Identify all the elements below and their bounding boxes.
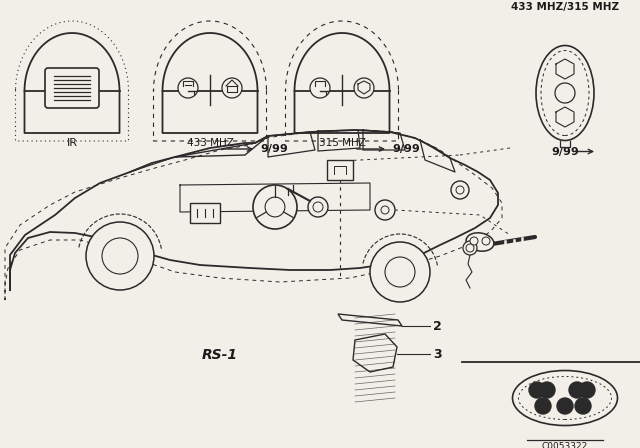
Text: 2: 2 — [433, 319, 442, 332]
FancyBboxPatch shape — [45, 68, 99, 108]
Circle shape — [178, 78, 198, 98]
Polygon shape — [353, 334, 397, 372]
Text: 433 MHZ: 433 MHZ — [187, 138, 234, 148]
Text: 315 MHZ: 315 MHZ — [319, 138, 365, 148]
Text: 3: 3 — [433, 348, 442, 361]
Circle shape — [575, 398, 591, 414]
Text: 9/99: 9/99 — [260, 144, 288, 154]
Circle shape — [381, 206, 389, 214]
Circle shape — [354, 78, 374, 98]
Circle shape — [86, 222, 154, 290]
Circle shape — [308, 197, 328, 217]
Circle shape — [102, 238, 138, 274]
Circle shape — [579, 382, 595, 398]
Text: IR: IR — [67, 138, 77, 148]
Circle shape — [310, 78, 330, 98]
Circle shape — [222, 78, 242, 98]
FancyBboxPatch shape — [327, 160, 353, 180]
Circle shape — [456, 186, 464, 194]
Circle shape — [557, 398, 573, 414]
FancyBboxPatch shape — [190, 203, 220, 223]
Polygon shape — [338, 314, 402, 326]
Circle shape — [313, 202, 323, 212]
Text: RS-1: RS-1 — [202, 348, 238, 362]
Circle shape — [529, 382, 545, 398]
Circle shape — [555, 83, 575, 103]
Text: 9/99: 9/99 — [551, 146, 579, 156]
Text: 433 MHZ/315 MHZ: 433 MHZ/315 MHZ — [511, 2, 619, 12]
Circle shape — [253, 185, 297, 229]
Circle shape — [463, 241, 477, 255]
Circle shape — [265, 197, 285, 217]
Circle shape — [482, 237, 490, 245]
Circle shape — [370, 242, 430, 302]
Circle shape — [535, 398, 551, 414]
Text: 9/99: 9/99 — [392, 144, 420, 154]
Circle shape — [470, 237, 478, 245]
Circle shape — [451, 181, 469, 199]
Circle shape — [385, 257, 415, 287]
Circle shape — [539, 382, 555, 398]
Circle shape — [375, 200, 395, 220]
Circle shape — [569, 382, 585, 398]
Text: C0053322: C0053322 — [542, 442, 588, 448]
Circle shape — [466, 244, 474, 252]
Ellipse shape — [536, 46, 594, 141]
Ellipse shape — [466, 233, 494, 251]
Ellipse shape — [513, 370, 618, 426]
